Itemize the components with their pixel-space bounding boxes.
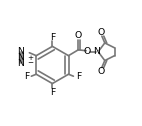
Text: N: N [18,59,24,68]
Text: F: F [24,72,29,81]
Text: O: O [83,47,91,56]
Text: F: F [76,72,81,81]
Text: +: + [27,55,34,61]
Text: O: O [75,31,82,40]
Text: O: O [97,67,105,76]
Text: N: N [18,53,24,62]
Text: N: N [93,47,100,56]
Text: N: N [18,47,24,56]
Text: F: F [50,88,55,97]
Text: −: − [27,60,34,67]
Text: O: O [97,28,105,37]
Text: F: F [50,33,55,42]
